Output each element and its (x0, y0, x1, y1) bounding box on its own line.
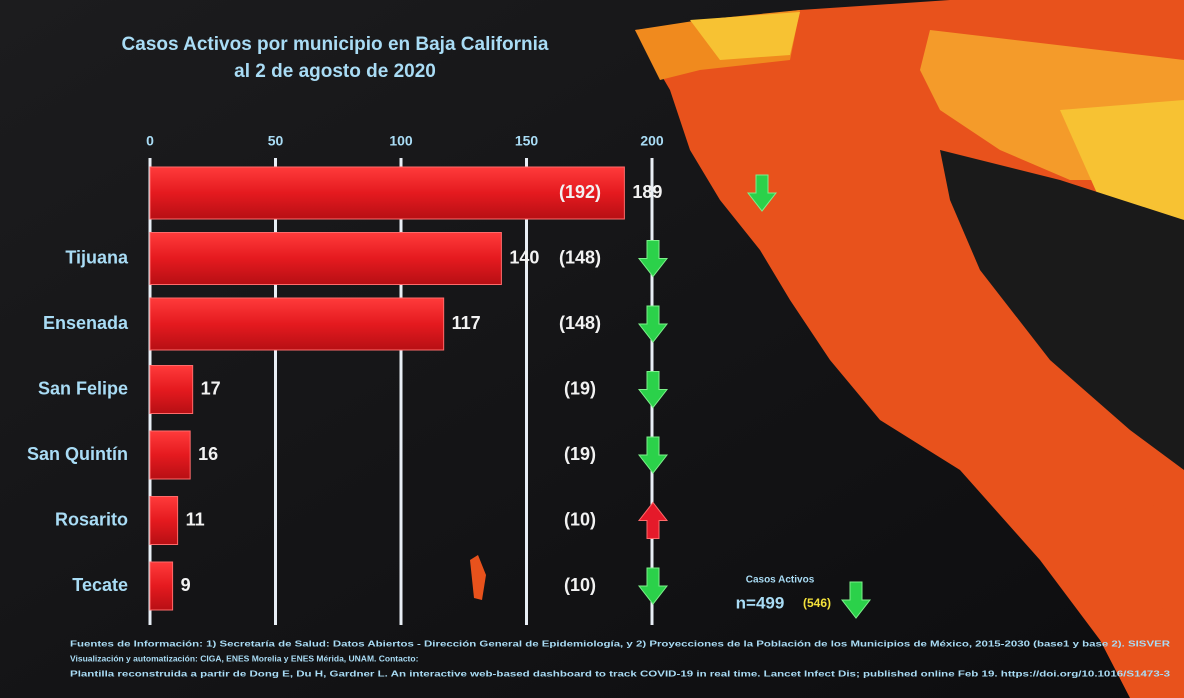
bar (149, 561, 174, 611)
y-tick-label: Tecate (72, 575, 128, 595)
value-label: 189 (632, 182, 662, 202)
trend-arrow (746, 174, 778, 212)
x-tick-label: 50 (268, 133, 284, 149)
bar (149, 496, 179, 545)
trend-arrow (637, 501, 669, 539)
bar (149, 232, 502, 285)
chart-subtitle: al 2 de agosto de 2020 (234, 61, 436, 82)
value-label: 16 (198, 444, 218, 464)
previous-label: (19) (564, 378, 596, 398)
bar (149, 365, 194, 414)
trend-arrow (637, 240, 669, 278)
plot: 0 50 100 150 200 189 (192) Tijuana 140 (148) Ensen… (27, 133, 872, 625)
y-tick-label: Rosarito (55, 509, 128, 529)
y-tick-label: Ensenada (43, 313, 129, 333)
value-label: 17 (201, 378, 221, 398)
previous-label: (148) (559, 247, 601, 267)
bar (149, 297, 445, 351)
summary-arrow (840, 581, 872, 619)
trend-arrow (637, 371, 669, 409)
value-label: 117 (452, 313, 481, 333)
previous-label: (10) (564, 575, 596, 595)
value-label: 140 (509, 247, 539, 267)
trend-arrow (637, 305, 669, 343)
footer-line: Visualización y automatización: CIGA, EN… (70, 653, 419, 663)
map (470, 0, 1184, 698)
x-tick-label: 150 (515, 133, 539, 149)
summary-label: Casos Activos (746, 575, 815, 586)
previous-label: (148) (559, 313, 601, 333)
footer-line: Plantilla reconstruida a partir de Dong … (70, 668, 1170, 678)
y-tick-label: Tijuana (65, 247, 129, 267)
x-tick-label: 200 (640, 133, 664, 149)
previous-label: (10) (564, 509, 596, 529)
previous-label: (192) (559, 182, 601, 202)
summary-total: n=499 (736, 593, 785, 612)
footer-line: Fuentes de Información: 1) Secretaría de… (70, 638, 1170, 648)
value-label: 11 (186, 509, 205, 529)
bar (149, 430, 191, 480)
trend-arrow (637, 567, 669, 605)
chart-title: Casos Activos por municipio en Baja Cali… (122, 34, 549, 55)
y-tick-label: San Quintín (27, 444, 128, 464)
y-tick-label: San Felipe (38, 378, 128, 398)
value-label: 9 (181, 575, 191, 595)
x-tick-label: 0 (146, 133, 154, 149)
bar (149, 166, 625, 220)
summary-previous: (546) (803, 596, 831, 610)
trend-arrow (637, 436, 669, 474)
x-tick-label: 100 (389, 133, 413, 149)
previous-label: (19) (564, 444, 596, 464)
